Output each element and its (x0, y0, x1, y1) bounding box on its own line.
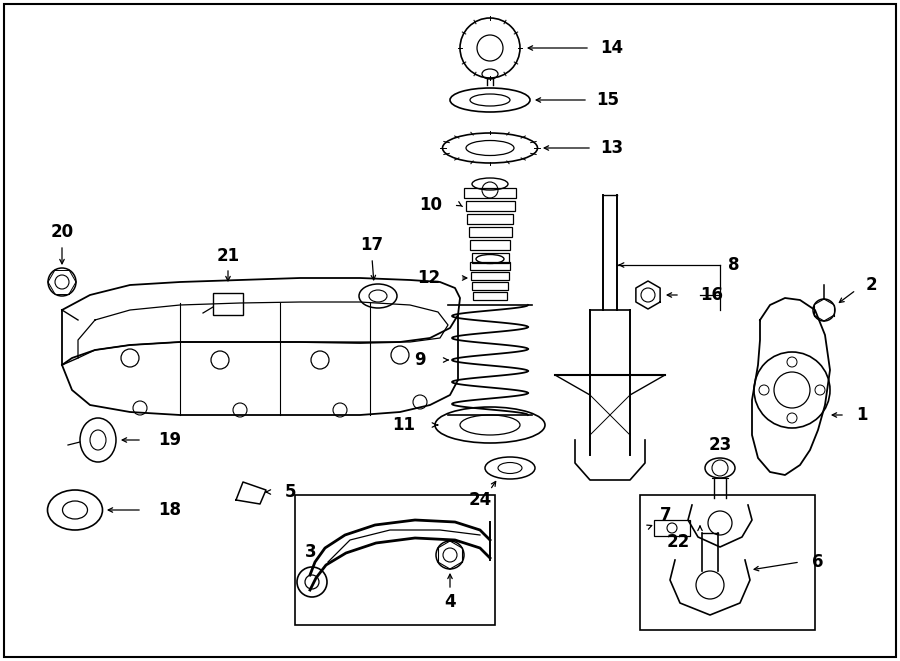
Text: 9: 9 (414, 351, 426, 369)
Bar (469, 227, 511, 237)
Text: 2: 2 (866, 276, 878, 294)
Text: 23: 23 (708, 436, 732, 454)
Bar (640, 495, 815, 630)
Text: 7: 7 (660, 506, 671, 524)
Text: 18: 18 (158, 501, 181, 519)
Text: 16: 16 (700, 286, 723, 304)
Text: 24: 24 (468, 491, 491, 509)
Bar (464, 188, 516, 198)
Text: 12: 12 (417, 269, 440, 287)
Bar (472, 282, 508, 290)
Text: 4: 4 (445, 593, 455, 611)
Bar (470, 262, 510, 270)
Bar (465, 201, 515, 211)
Bar (467, 214, 513, 224)
Text: 19: 19 (158, 431, 181, 449)
Text: 14: 14 (600, 39, 624, 57)
Bar (213, 293, 243, 315)
Bar (471, 272, 509, 280)
Bar (472, 253, 508, 263)
Text: 11: 11 (392, 416, 415, 434)
Text: 15: 15 (597, 91, 619, 109)
Text: 5: 5 (285, 483, 296, 501)
Bar (295, 495, 495, 625)
Bar (654, 520, 690, 536)
Text: 20: 20 (50, 223, 74, 241)
Text: 21: 21 (216, 247, 239, 265)
Text: 17: 17 (360, 236, 383, 254)
Text: 13: 13 (600, 139, 624, 157)
Text: 10: 10 (419, 196, 442, 214)
Bar (473, 292, 507, 300)
Text: 8: 8 (728, 256, 740, 274)
Text: 6: 6 (812, 553, 824, 571)
Text: 3: 3 (305, 543, 317, 561)
Text: 1: 1 (856, 406, 868, 424)
Text: 22: 22 (667, 533, 690, 551)
Bar (470, 240, 510, 250)
